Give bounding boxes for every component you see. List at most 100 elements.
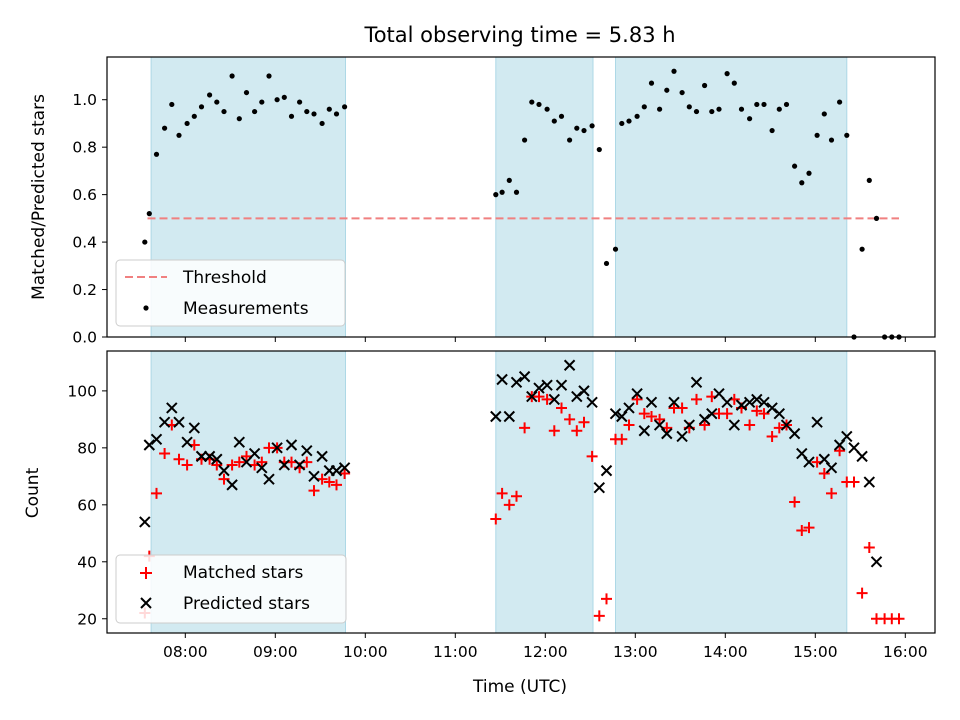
matched-stars-point (721, 408, 733, 420)
matched-stars-point (496, 487, 508, 499)
measurement-point (783, 101, 790, 108)
x-tick-label: 12:00 (523, 643, 568, 661)
legend-box-bottom (115, 554, 347, 624)
predicted-stars-point (593, 482, 606, 494)
y-tick-label: 1.0 (72, 91, 97, 109)
y-axis-label-top: Matched/Predicted stars (29, 94, 49, 300)
predicted-stars-point (256, 462, 268, 474)
measurement-point (769, 127, 775, 134)
legend-top: Threshold Measurements (115, 259, 346, 327)
matched-stars-point (226, 459, 238, 471)
predicted-stars-point (541, 379, 553, 391)
measurement-point (612, 246, 619, 252)
x-axis-label: Time (UTC) (472, 677, 567, 697)
predicted-stars-point (645, 396, 658, 408)
measurement-point (581, 127, 587, 134)
predicted-stars-point (271, 442, 283, 454)
measurement-point (229, 73, 235, 79)
x-tick-label: 16:00 (883, 643, 928, 661)
matched-stars-point (511, 490, 522, 502)
matched-stars-point (316, 473, 328, 485)
measurement-point (162, 125, 168, 131)
measurement-point (738, 106, 745, 112)
measurement-point (342, 104, 348, 110)
matched-stars-point (548, 425, 560, 437)
legend-label-threshold: Threshold (182, 268, 267, 288)
observing-window-span (495, 56, 594, 338)
predicted-stars-point (285, 439, 298, 451)
predicted-stars-point (706, 407, 718, 420)
measurement-point (716, 106, 722, 112)
matched-stars-point (699, 419, 711, 431)
y-tick-label: 0.8 (72, 139, 97, 157)
predicted-stars-point (743, 396, 756, 408)
predicted-stars-point (248, 447, 261, 460)
y-tick-label: 0.4 (72, 234, 97, 252)
matched-stars-point (758, 408, 770, 420)
predicted-stars-point (825, 462, 838, 474)
y-ticks-bottom: 20 40 60 80 100 (67, 382, 107, 628)
predicted-stars-point (698, 413, 711, 426)
predicted-stars-point (803, 456, 815, 468)
measurement-point (866, 177, 872, 183)
measurement-point (146, 211, 152, 217)
measurement-point (844, 132, 850, 138)
chart-title: Total observing time = 5.83 h (363, 23, 675, 47)
measurement-point (184, 120, 190, 127)
matched-stars-point (151, 487, 162, 499)
matched-stars-point (638, 408, 650, 420)
predicted-stars-point (751, 393, 763, 406)
predicted-stars-point (181, 436, 193, 448)
measurement-point (761, 101, 767, 108)
measurement-point (529, 99, 535, 105)
measurement-point (626, 118, 632, 124)
measurement-point (198, 104, 205, 110)
predicted-stars-point (195, 450, 208, 463)
legend-box-top (115, 259, 346, 327)
measurement-point (236, 116, 242, 122)
y-tick-label: 100 (67, 382, 97, 400)
observing-window-span (615, 56, 848, 338)
predicted-stars-point (503, 410, 516, 423)
matched-stars-point (818, 467, 830, 479)
measurement-point (304, 108, 310, 115)
y-tick-label: 60 (77, 496, 97, 514)
measurement-point (754, 101, 760, 108)
matched-stars-point (789, 496, 801, 508)
predicted-stars-point (690, 376, 703, 389)
legend-bottom: Matched stars Predicted stars (115, 554, 347, 624)
x-tick-label: 08:00 (163, 643, 208, 661)
measurement-point (259, 99, 265, 105)
x-tick-label: 13:00 (613, 643, 658, 661)
predicted-stars-point (721, 396, 733, 408)
matched-stars-point (533, 391, 545, 403)
predicted-stars-point (631, 388, 643, 400)
predicted-stars-point (668, 396, 680, 408)
matched-stars-point (676, 402, 688, 414)
predicted-stars-point (308, 470, 320, 483)
matched-stars-point (601, 593, 612, 605)
measurement-point (731, 80, 737, 86)
x-tick-label: 14:00 (703, 643, 748, 661)
predicted-stars-point (609, 407, 622, 420)
predicted-stars-point (150, 433, 163, 446)
matched-stars-point (623, 419, 635, 431)
matched-stars-point (654, 413, 666, 425)
predicted-stars-point (788, 427, 801, 440)
predicted-stars-point (533, 382, 545, 394)
measurement-point (657, 106, 663, 112)
y-tick-label: 20 (77, 610, 97, 628)
measurement-point (747, 116, 753, 122)
legend-swatch-matched (140, 567, 152, 579)
predicted-stars-point (188, 422, 201, 434)
matched-stars-point (181, 459, 193, 471)
matched-stars-point (893, 613, 905, 625)
legend-label-predicted: Predicted stars (183, 594, 310, 614)
measurement-point (686, 104, 692, 110)
observing-window-span (495, 350, 594, 634)
matched-stars-point (766, 430, 778, 442)
count-series (139, 359, 905, 625)
measurement-point (169, 101, 175, 108)
predicted-stars-point (735, 399, 748, 411)
matched-stars-point (159, 448, 171, 460)
